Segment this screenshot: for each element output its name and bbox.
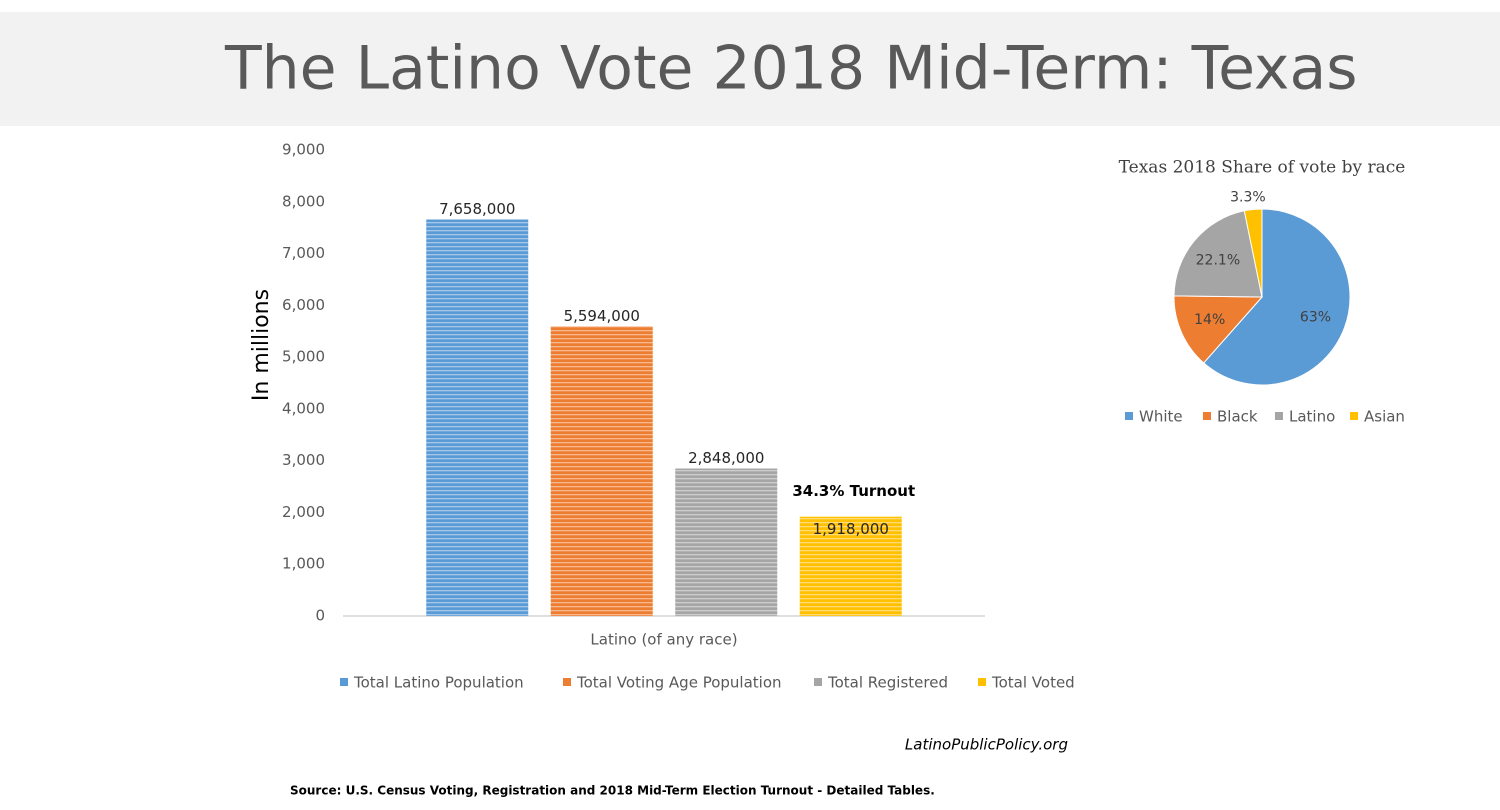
pie-label: 3.3% — [1230, 190, 1266, 206]
annotation: 34.3% Turnout — [792, 482, 915, 500]
bar — [799, 516, 902, 616]
pie-title: Texas 2018 Share of vote by race — [1119, 158, 1406, 178]
bar — [675, 468, 778, 616]
y-tick-label: 3,000 — [282, 451, 325, 469]
pie-slice — [1203, 208, 1351, 386]
legend-swatch — [978, 678, 986, 686]
pie-slice — [1243, 208, 1263, 298]
y-tick-label: 6,000 — [282, 296, 325, 314]
legend-label: Total Voted — [991, 674, 1075, 692]
bar — [426, 219, 529, 616]
data-label: 1,918,000 — [813, 520, 889, 538]
data-label: 5,594,000 — [564, 307, 640, 325]
x-tick-label: Latino (of any race) — [590, 631, 737, 649]
y-tick-label: 8,000 — [282, 192, 325, 210]
y-tick-label: 0 — [315, 607, 325, 625]
legend-swatch — [1125, 412, 1133, 420]
legend-swatch — [1203, 412, 1211, 420]
y-tick-label: 1,000 — [282, 555, 325, 573]
pie-label: 63% — [1300, 309, 1331, 325]
pie-slice — [1173, 295, 1264, 364]
legend-swatch — [1275, 412, 1283, 420]
y-tick-label: 4,000 — [282, 399, 325, 417]
legend-swatch — [340, 678, 348, 686]
slide-title: The Latino Vote 2018 Mid-Term: Texas — [224, 34, 1357, 104]
y-axis-label: In millions — [249, 289, 274, 401]
y-tick-label: 7,000 — [282, 244, 325, 262]
source: Source: U.S. Census Voting, Registration… — [290, 784, 935, 798]
data-label: 7,658,000 — [439, 200, 515, 218]
data-label: 2,848,000 — [688, 449, 764, 467]
legend-label: White — [1139, 408, 1183, 426]
legend-label: Black — [1217, 408, 1258, 426]
y-tick-label: 5,000 — [282, 348, 325, 366]
y-tick-label: 9,000 — [282, 141, 325, 159]
legend-label: Latino — [1289, 408, 1335, 426]
pie-label: 14% — [1194, 312, 1225, 328]
title-banner — [0, 12, 1500, 126]
legend-label: Total Registered — [827, 674, 948, 692]
legend-label: Asian — [1364, 408, 1405, 426]
credit: LatinoPublicPolicy.org — [905, 736, 1068, 754]
legend-label: Total Voting Age Population — [576, 674, 782, 692]
bar — [550, 326, 653, 616]
legend-swatch — [814, 678, 822, 686]
legend-swatch — [563, 678, 571, 686]
legend-label: Total Latino Population — [353, 674, 524, 692]
y-tick-label: 2,000 — [282, 503, 325, 521]
legend-swatch — [1350, 412, 1358, 420]
pie-label: 22.1% — [1196, 253, 1240, 269]
pie-slice — [1173, 210, 1263, 298]
